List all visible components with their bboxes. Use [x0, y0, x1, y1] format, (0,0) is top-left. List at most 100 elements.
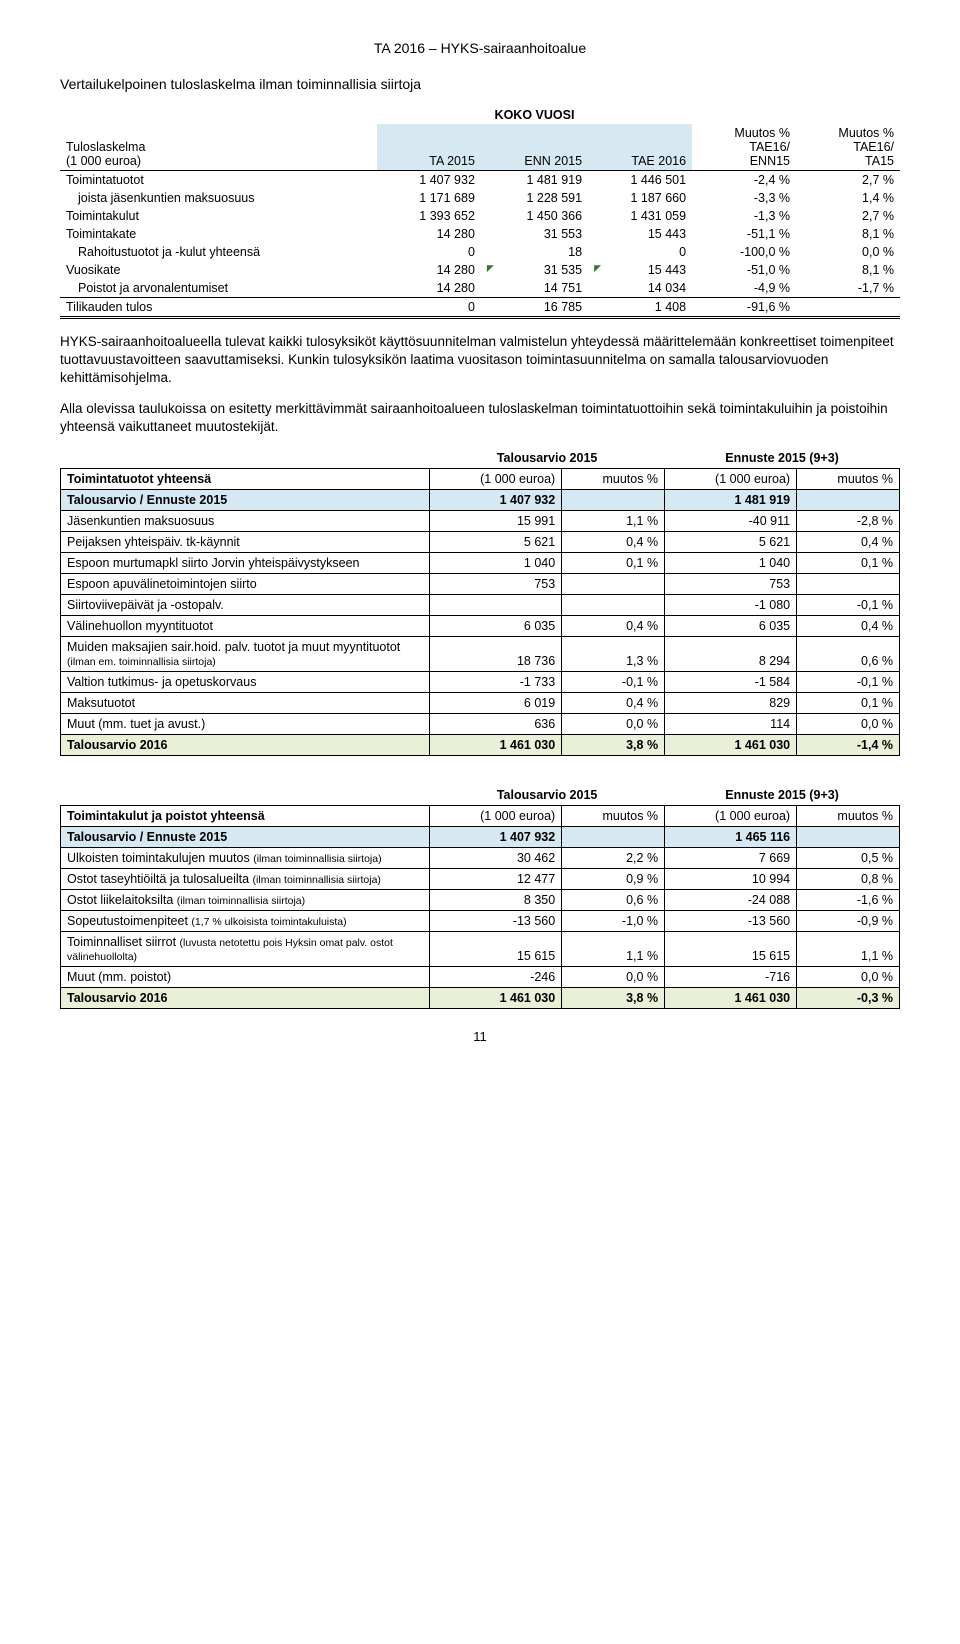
t2-cell [562, 574, 665, 595]
t2-row-label: Espoon apuvälinetoimintojen siirto [61, 574, 430, 595]
t2-row-label: Sopeutustoimenpiteet (1,7 % ulkoisista t… [61, 911, 430, 932]
koko-vuosi-header: KOKO VUOSI [377, 106, 692, 124]
t2-cell: 1 040 [665, 553, 797, 574]
t1-cell: 14 280 [377, 279, 481, 298]
t1-cell: ◤31 535 [481, 261, 588, 279]
t1-cell: 1 187 660 [588, 189, 692, 207]
t2-cell [562, 595, 665, 616]
col-muutos1-c: ENN15 [750, 154, 790, 168]
t2-cell: 2,2 % [562, 848, 665, 869]
t2-cell: -246 [430, 967, 562, 988]
col-muutos1-a: Muutos % [734, 126, 790, 140]
t2b-col-euroa-1: (1 000 euroa) [430, 806, 562, 827]
page-header: TA 2016 – HYKS-sairaanhoitoalue [60, 40, 900, 56]
t2b-top2: Ennuste 2015 (9+3) [665, 785, 900, 806]
t2a-sum-p1: 3,8 % [562, 735, 665, 756]
t2b-col-muutos-1: muutos % [562, 806, 665, 827]
t2-cell: 5 621 [665, 532, 797, 553]
t2-cell: 8 294 [665, 637, 797, 672]
t2b-col-euroa-2: (1 000 euroa) [665, 806, 797, 827]
t2-cell: 7 669 [665, 848, 797, 869]
t2-row-label: Jäsenkuntien maksuosuus [61, 511, 430, 532]
t2-row-label: Valtion tutkimus- ja opetuskorvaus [61, 672, 430, 693]
t2a-sum-label: Talousarvio 2016 [61, 735, 430, 756]
t1-cell: 31 553 [481, 225, 588, 243]
toimintatuotot-table: Talousarvio 2015 Ennuste 2015 (9+3) Toim… [60, 448, 900, 756]
col-enn2015: ENN 2015 [481, 124, 588, 171]
t2-cell: 6 019 [430, 693, 562, 714]
t2-cell: -13 560 [665, 911, 797, 932]
t2b-sec-label: Talousarvio / Ennuste 2015 [61, 827, 430, 848]
t2a-col-muutos-2: muutos % [797, 469, 900, 490]
t2-cell: 15 615 [430, 932, 562, 967]
t1-cell: ◤15 443 [588, 261, 692, 279]
t2-row-label: Maksutuotot [61, 693, 430, 714]
t2b-sum-label: Talousarvio 2016 [61, 988, 430, 1009]
t2-cell: -1 584 [665, 672, 797, 693]
t2-cell: 6 035 [430, 616, 562, 637]
col-muutos1-b: TAE16/ [749, 140, 790, 154]
t2-cell: 0,9 % [562, 869, 665, 890]
t2-cell: 636 [430, 714, 562, 735]
t2-cell: 0,0 % [562, 967, 665, 988]
section-title: Vertailukelpoinen tuloslaskelma ilman to… [60, 76, 900, 92]
col-tuloslaskelma: Tuloslaskelma [66, 140, 145, 154]
t1-cell: -100,0 % [692, 243, 796, 261]
t1-cell: 1 228 591 [481, 189, 588, 207]
t1-cell: -4,9 % [692, 279, 796, 298]
t2-cell: 829 [665, 693, 797, 714]
t1-cell: 8,1 % [796, 261, 900, 279]
col-tae2016: TAE 2016 [588, 124, 692, 171]
t2-cell: 0,4 % [562, 693, 665, 714]
t2-row-label: Toiminnalliset siirrot (luvusta netotett… [61, 932, 430, 967]
t2b-sum-p1: 3,8 % [562, 988, 665, 1009]
t2-cell: 0,6 % [797, 637, 900, 672]
t2-cell: 15 615 [665, 932, 797, 967]
t2-cell: 0,1 % [797, 553, 900, 574]
t2a-col-euroa-2: (1 000 euroa) [665, 469, 797, 490]
t2-cell: 12 477 [430, 869, 562, 890]
t2-cell: 0,4 % [562, 532, 665, 553]
t1-cell: -1,7 % [796, 279, 900, 298]
t2-cell: 114 [665, 714, 797, 735]
t1-cell: -1,3 % [692, 207, 796, 225]
t2-cell: 0,4 % [797, 532, 900, 553]
t2-cell: 5 621 [430, 532, 562, 553]
t1-cell: 14 034 [588, 279, 692, 298]
t2-cell: -716 [665, 967, 797, 988]
t2-cell: 0,8 % [797, 869, 900, 890]
t2-cell: -0,1 % [797, 672, 900, 693]
t2b-top1: Talousarvio 2015 [430, 785, 665, 806]
t2a-sec-label: Talousarvio / Ennuste 2015 [61, 490, 430, 511]
paragraph-1: HYKS-sairaanhoitoalueella tulevat kaikki… [60, 333, 900, 388]
t2-cell: -1,6 % [797, 890, 900, 911]
t1-cell: 15 443 [588, 225, 692, 243]
t2a-sec-v2: 1 481 919 [665, 490, 797, 511]
t2b-sec-v2: 1 465 116 [665, 827, 797, 848]
t2-cell: -1 080 [665, 595, 797, 616]
t1-row-label: Toimintakulut [60, 207, 377, 225]
t2-cell: -2,8 % [797, 511, 900, 532]
t2a-top2: Ennuste 2015 (9+3) [665, 448, 900, 469]
t1-cell: 1 450 366 [481, 207, 588, 225]
t2-cell: 6 035 [665, 616, 797, 637]
t1-cell: -51,1 % [692, 225, 796, 243]
t1-cell: 14 280 [377, 261, 481, 279]
t1-cell: 0 [377, 298, 481, 318]
t2-cell: 0,0 % [797, 714, 900, 735]
t2-row-label: Siirtoviivepäivät ja -ostopalv. [61, 595, 430, 616]
t2-cell [797, 574, 900, 595]
t2-cell [430, 595, 562, 616]
t2-cell: 1,1 % [562, 932, 665, 967]
t2a-sum-p2: -1,4 % [797, 735, 900, 756]
t2-cell: -40 911 [665, 511, 797, 532]
t2b-sum-v1: 1 461 030 [430, 988, 562, 1009]
t2-row-label: Ostot taseyhtiöiltä ja tulosalueilta (il… [61, 869, 430, 890]
t1-cell: 0 [588, 243, 692, 261]
t1-cell: 1 408 [588, 298, 692, 318]
t2-row-label: Ulkoisten toimintakulujen muutos (ilman … [61, 848, 430, 869]
t2-cell: 0,4 % [562, 616, 665, 637]
t1-cell: -2,4 % [692, 171, 796, 190]
t1-row-label: Toimintatuotot [60, 171, 377, 190]
t2-row-label: Espoon murtumapkl siirto Jorvin yhteispä… [61, 553, 430, 574]
